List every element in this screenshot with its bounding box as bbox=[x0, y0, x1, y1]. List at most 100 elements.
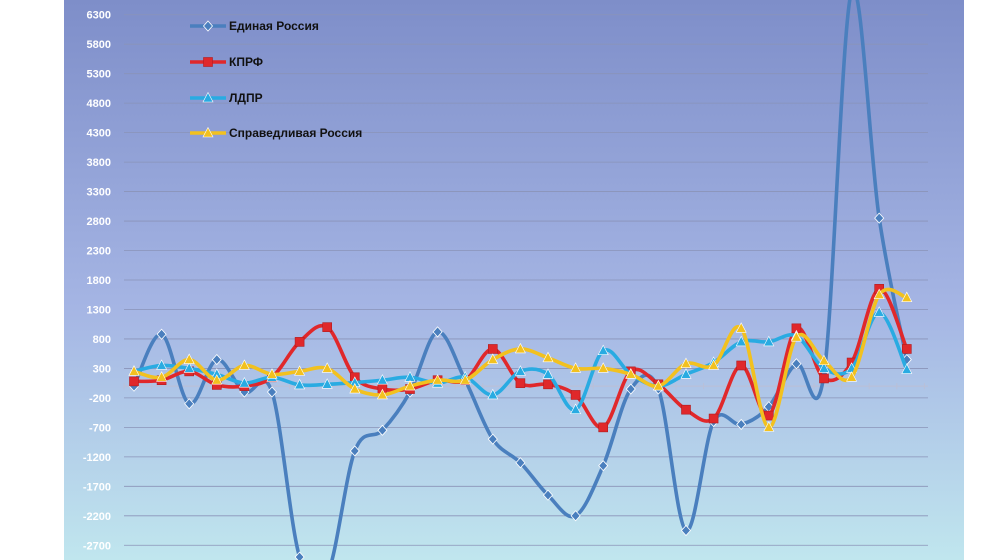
ldpr-marker bbox=[542, 368, 554, 379]
ldpr-marker bbox=[156, 359, 168, 370]
spravedlivaya-rossiya-marker bbox=[597, 362, 609, 373]
spravedlivaya-rossiya-marker bbox=[404, 379, 416, 391]
spravedlivaya-rossiya-marker bbox=[487, 353, 499, 364]
spravedlivaya-rossiya-marker bbox=[846, 371, 858, 382]
spravedlivaya-rossiya-marker bbox=[542, 351, 554, 363]
y-tick-label: 2300 bbox=[87, 246, 111, 258]
legend-edinaya-rossiya-marker bbox=[202, 20, 214, 32]
spravedlivaya-rossiya-marker bbox=[321, 362, 333, 373]
ldpr-marker bbox=[735, 335, 747, 347]
y-tick-label: 3800 bbox=[87, 157, 111, 169]
edinaya-rossiya-marker bbox=[184, 398, 195, 410]
edinaya-rossiya-marker bbox=[625, 383, 636, 395]
edinaya-rossiya-marker bbox=[736, 418, 747, 431]
y-tick-label: 5300 bbox=[87, 69, 111, 81]
y-tick-label: 800 bbox=[93, 334, 111, 346]
edinaya-rossiya-marker bbox=[349, 445, 360, 457]
kprf-marker bbox=[515, 378, 526, 388]
spravedlivaya-rossiya-marker bbox=[735, 322, 747, 333]
gridlines bbox=[124, 14, 928, 546]
ldpr-marker bbox=[680, 368, 692, 379]
spravedlivaya-rossiya-marker bbox=[625, 368, 637, 379]
edinaya-rossiya-marker bbox=[791, 358, 802, 370]
spravedlivaya-rossiya-marker bbox=[266, 368, 278, 379]
spravedlivaya-rossiya-marker bbox=[128, 365, 140, 376]
edinaya-rossiya-marker bbox=[542, 489, 554, 501]
series-layer bbox=[128, 0, 913, 560]
y-tick-label: -2200 bbox=[83, 511, 111, 523]
kprf-marker bbox=[708, 413, 719, 424]
spravedlivaya-rossiya-marker bbox=[294, 365, 306, 376]
spravedlivaya-rossiya-marker bbox=[376, 388, 388, 400]
ldpr-marker bbox=[901, 363, 913, 374]
legend-label-kprf: КПРФ bbox=[229, 55, 263, 69]
legend-label-edinaya-rossiya: Единая Россия bbox=[229, 19, 319, 33]
spravedlivaya-rossiya-marker bbox=[790, 331, 802, 342]
legend-label-spravedlivaya-rossiya: Справедливая Россия bbox=[229, 126, 362, 140]
y-axis: 6300 5800 5300 4800 4300 3800 3300 2800 2300 1800… bbox=[83, 10, 111, 553]
legend-spravedlivaya-rossiya-marker bbox=[202, 126, 214, 138]
series-spravedlivaya-rossiya bbox=[128, 287, 913, 432]
ldpr-marker bbox=[294, 378, 306, 390]
spravedlivaya-rossiya-marker bbox=[238, 359, 250, 370]
legend-item-edinaya-rossiya: Единая Россия bbox=[190, 19, 319, 33]
ldpr-marker bbox=[183, 362, 195, 373]
y-tick-label: -2700 bbox=[83, 540, 111, 552]
edinaya-rossiya-marker bbox=[874, 212, 885, 224]
kprf-marker bbox=[487, 344, 498, 354]
ldpr-marker bbox=[597, 344, 609, 356]
legend-ldpr-marker bbox=[202, 91, 214, 103]
ldpr-marker bbox=[487, 388, 499, 400]
legend-item-spravedlivaya-rossiya: Справедливая Россия bbox=[190, 126, 362, 140]
kprf-marker bbox=[736, 360, 747, 371]
spravedlivaya-rossiya-marker bbox=[901, 291, 913, 302]
y-tick-label: 1300 bbox=[87, 304, 111, 316]
edinaya-rossiya-marker bbox=[432, 326, 443, 338]
spravedlivaya-rossiya-marker bbox=[763, 421, 775, 432]
y-tick-label: 3300 bbox=[87, 187, 111, 199]
spravedlivaya-rossiya-marker bbox=[514, 342, 526, 354]
spravedlivaya-rossiya-marker bbox=[459, 374, 471, 385]
y-tick-label: -1200 bbox=[83, 452, 111, 464]
edinaya-rossiya-marker bbox=[515, 457, 526, 469]
kprf-marker bbox=[598, 422, 609, 433]
spravedlivaya-rossiya-marker bbox=[652, 379, 664, 391]
ldpr-marker bbox=[514, 365, 526, 376]
edinaya-rossiya-marker bbox=[211, 353, 222, 366]
kprf-marker bbox=[570, 390, 581, 400]
kprf-marker bbox=[763, 410, 774, 421]
spravedlivaya-rossiya-marker bbox=[156, 371, 168, 382]
y-tick-label: 5800 bbox=[87, 39, 111, 51]
kprf-marker bbox=[129, 376, 139, 387]
ldpr-marker bbox=[763, 335, 775, 347]
kprf-marker bbox=[322, 322, 333, 332]
edinaya-rossiya-marker bbox=[266, 386, 278, 398]
edinaya-rossiya-marker bbox=[156, 328, 167, 340]
spravedlivaya-rossiya-marker bbox=[183, 353, 195, 364]
y-tick-label: -1700 bbox=[83, 481, 111, 493]
y-tick-label: 300 bbox=[93, 363, 111, 375]
kprf-marker bbox=[294, 337, 305, 347]
spravedlivaya-rossiya-marker bbox=[708, 359, 720, 370]
kprf-marker bbox=[819, 373, 829, 384]
legend: Единая Россия КПРФ ЛДПР Справедливая Россия bbox=[190, 19, 362, 140]
edinaya-rossiya-marker bbox=[680, 524, 692, 537]
spravedlivaya-rossiya-marker bbox=[873, 288, 885, 300]
y-tick-label: 4300 bbox=[87, 128, 111, 140]
ldpr-marker bbox=[818, 362, 830, 373]
spravedlivaya-rossiya-marker bbox=[680, 357, 692, 369]
y-tick-label: 4800 bbox=[87, 98, 111, 110]
kprf-marker bbox=[543, 379, 553, 390]
spravedlivaya-rossiya-marker bbox=[818, 354, 830, 366]
legend-kprf-marker bbox=[203, 57, 213, 67]
edinaya-rossiya-marker bbox=[598, 460, 609, 472]
edinaya-rossiya-marker bbox=[377, 424, 388, 436]
kprf-marker bbox=[901, 344, 912, 354]
edinaya-rossiya-marker bbox=[487, 433, 498, 445]
legend-item-kprf: КПРФ bbox=[190, 55, 263, 69]
legend-item-ldpr: ЛДПР bbox=[190, 91, 263, 105]
edinaya-rossiya-marker bbox=[570, 510, 581, 522]
ldpr-marker bbox=[376, 374, 388, 385]
spravedlivaya-rossiya-marker bbox=[211, 374, 223, 385]
